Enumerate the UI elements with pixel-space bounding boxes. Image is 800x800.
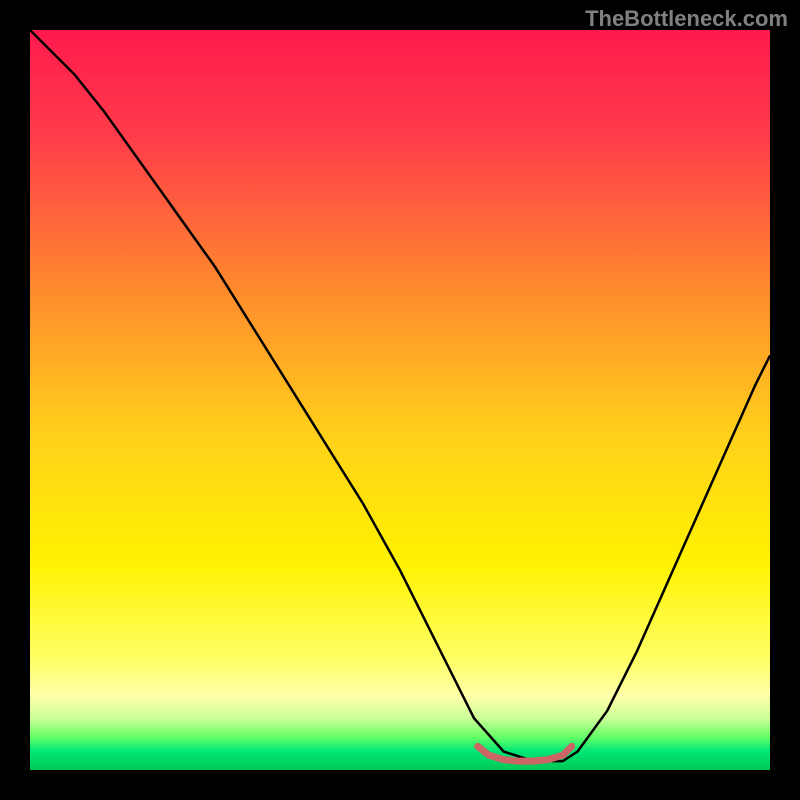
chart-container: TheBottleneck.com <box>0 0 800 800</box>
bottleneck-chart <box>0 0 800 800</box>
watermark-text: TheBottleneck.com <box>585 6 788 32</box>
plot-background <box>30 30 770 770</box>
